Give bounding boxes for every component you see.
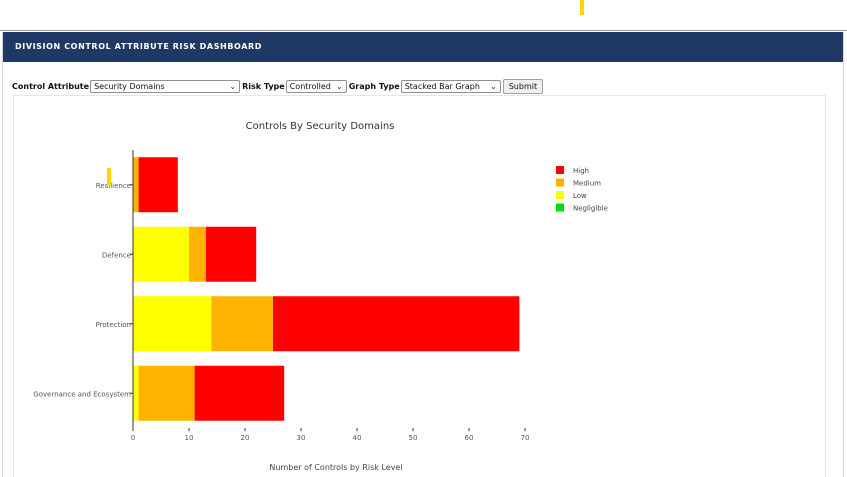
- bar-protection-medium: [211, 296, 273, 352]
- legend-label-low: Low: [573, 192, 587, 200]
- browser-top-strip: [0, 0, 847, 31]
- graph-type-select[interactable]: Stacked Bar Graph ⌄: [400, 79, 501, 93]
- highlight-marker: [107, 168, 111, 185]
- control-attribute-label: Control Attribute: [12, 81, 90, 91]
- filter-bar: Control Attribute Security Domains ⌄ Ris…: [12, 78, 544, 94]
- x-tick-label: 30: [297, 434, 306, 442]
- x-tick-label: 10: [185, 434, 194, 442]
- control-attribute-select[interactable]: Security Domains ⌄: [90, 79, 241, 93]
- bar-governance-and-ecosystem-medium: [138, 365, 195, 421]
- highlight-marker: [580, 0, 584, 15]
- x-tick-label: 0: [131, 434, 135, 442]
- chevron-down-icon: ⌄: [229, 81, 237, 91]
- legend-label-high: High: [573, 167, 589, 175]
- x-tick-label: 60: [465, 434, 474, 442]
- x-tick-label: 20: [241, 434, 250, 442]
- bar-defence-low: [133, 226, 189, 282]
- y-tick-label: Protection: [96, 321, 131, 329]
- bar-defence-high: [205, 226, 257, 282]
- y-tick-label: Governance and Ecosystem: [33, 390, 131, 398]
- x-tick-label: 70: [521, 434, 530, 442]
- bar-resilience-high: [138, 157, 178, 213]
- chevron-down-icon: ⌄: [336, 81, 343, 91]
- risk-type-select[interactable]: Controlled ⌄: [285, 79, 347, 93]
- x-tick-label: 50: [409, 434, 418, 442]
- chevron-down-icon: ⌄: [490, 81, 497, 91]
- bar-defence-medium: [189, 226, 206, 282]
- legend-swatch-negligible: [556, 203, 564, 212]
- bar-protection-low: [133, 296, 212, 352]
- x-tick-label: 40: [353, 434, 362, 442]
- bar-protection-high: [273, 296, 520, 352]
- graph-type-label: Graph Type: [348, 81, 400, 91]
- legend-swatch-medium: [556, 178, 564, 187]
- risk-type-value: Controlled: [289, 81, 331, 91]
- control-attribute-value: Security Domains: [94, 81, 165, 91]
- legend-swatch-high: [556, 166, 564, 174]
- bar-resilience-medium: [133, 157, 139, 213]
- x-axis-label: Number of Controls by Risk Level: [269, 463, 402, 472]
- bar-governance-and-ecosystem-low: [133, 365, 139, 421]
- graph-type-value: Stacked Bar Graph: [404, 81, 480, 91]
- y-tick-label: Resilience: [96, 182, 131, 190]
- chart-title: Controls By Security Domains: [246, 121, 395, 132]
- legend-label-medium: Medium: [573, 180, 601, 188]
- bar-governance-and-ecosystem-high: [194, 365, 285, 421]
- risk-type-label: Risk Type: [242, 81, 285, 91]
- dashboard-header: DIVISION CONTROL ATTRIBUTE RISK DASHBOAR…: [3, 32, 843, 62]
- submit-button[interactable]: Submit: [502, 78, 544, 94]
- chart-container: [13, 95, 826, 477]
- legend-swatch-low: [556, 191, 564, 199]
- y-tick-label: Defence: [102, 251, 131, 259]
- legend-label-negligible: Negligible: [573, 205, 608, 213]
